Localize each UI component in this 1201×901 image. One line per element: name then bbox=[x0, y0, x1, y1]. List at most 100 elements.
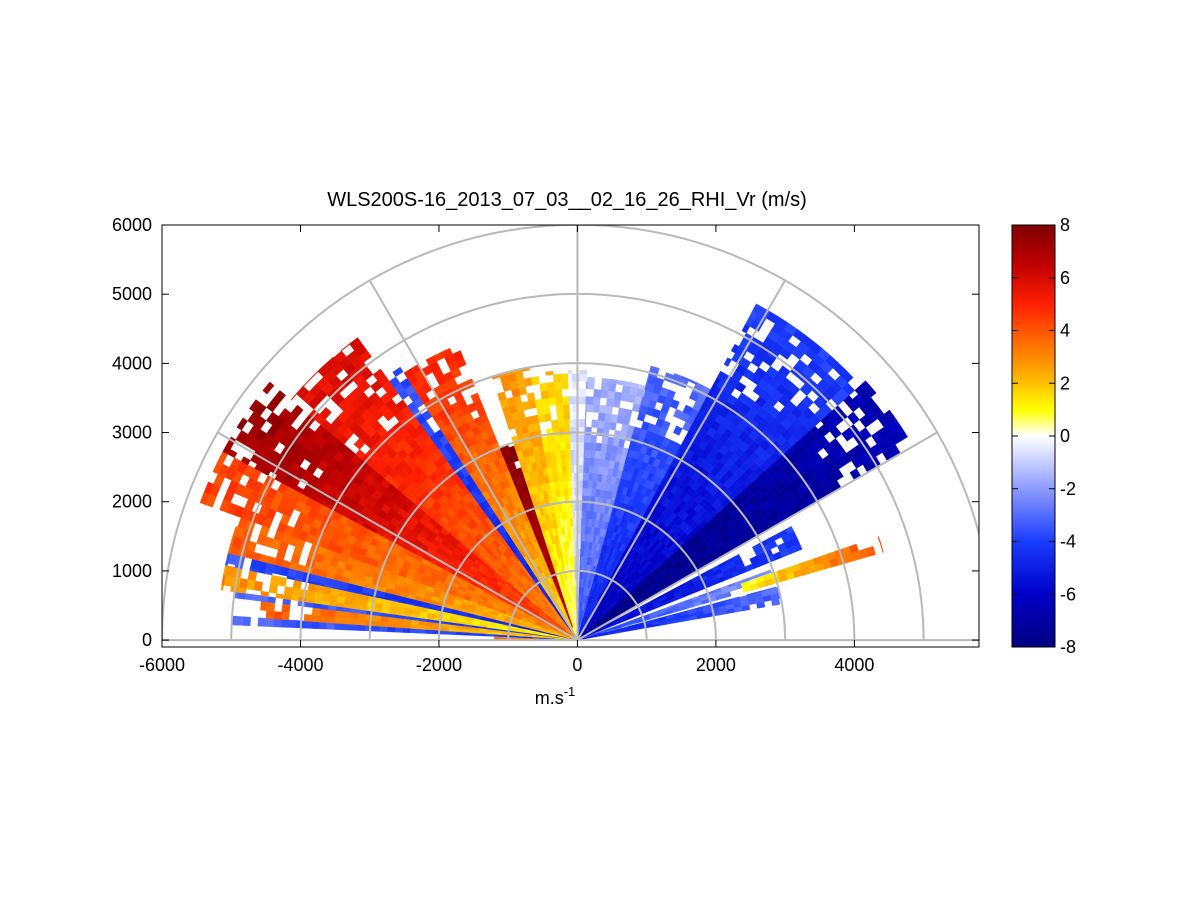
velocity-cell bbox=[582, 472, 585, 481]
velocity-cell bbox=[604, 413, 612, 422]
velocity-cell bbox=[590, 434, 597, 444]
x-axis-label-exponent: -1 bbox=[564, 684, 576, 699]
velocity-cell bbox=[526, 392, 536, 402]
velocity-cell bbox=[583, 480, 589, 489]
velocity-cell bbox=[448, 627, 457, 632]
velocity-cell bbox=[349, 618, 358, 625]
velocity-cell bbox=[569, 419, 574, 428]
x-tick-label: -2000 bbox=[416, 655, 462, 675]
velocity-cell bbox=[541, 436, 549, 446]
velocity-cell bbox=[582, 487, 584, 496]
velocity-cell bbox=[574, 556, 577, 565]
velocity-cell bbox=[311, 607, 321, 616]
velocity-cell bbox=[584, 419, 587, 428]
velocity-cell bbox=[260, 590, 270, 597]
velocity-cell bbox=[303, 614, 313, 622]
velocity-cell bbox=[578, 388, 587, 397]
velocity-cell bbox=[580, 548, 582, 557]
velocity-cell bbox=[585, 403, 587, 412]
velocity-cell bbox=[601, 435, 609, 445]
velocity-cell bbox=[407, 401, 418, 413]
velocity-cell bbox=[306, 590, 316, 600]
velocity-cell bbox=[425, 625, 434, 631]
velocity-cell bbox=[597, 412, 606, 422]
velocity-cell bbox=[603, 420, 611, 430]
velocity-cell bbox=[566, 464, 572, 474]
velocity-cell bbox=[565, 449, 572, 458]
velocity-cell bbox=[275, 593, 285, 599]
velocity-cell bbox=[328, 594, 338, 604]
velocity-cell bbox=[585, 503, 591, 512]
velocity-cell bbox=[463, 629, 472, 633]
velocity-cell bbox=[248, 399, 261, 413]
velocity-cell bbox=[578, 419, 586, 428]
velocity-cell bbox=[288, 619, 297, 628]
velocity-cell bbox=[556, 411, 564, 421]
velocity-cell bbox=[578, 396, 587, 405]
velocity-cell bbox=[612, 398, 621, 408]
velocity-cell bbox=[348, 623, 358, 631]
velocity-cell bbox=[568, 396, 573, 405]
velocity-cell bbox=[579, 369, 588, 374]
velocity-cell bbox=[577, 533, 582, 542]
x-tick-label: 2000 bbox=[696, 655, 736, 675]
velocity-cell bbox=[268, 583, 279, 594]
velocity-cell bbox=[564, 441, 571, 451]
velocity-cell bbox=[606, 390, 616, 400]
velocity-cell bbox=[254, 463, 265, 473]
y-tick-label: 1000 bbox=[112, 561, 152, 581]
y-tick-label: 6000 bbox=[112, 215, 152, 235]
velocity-cell bbox=[303, 620, 312, 629]
velocity-cell bbox=[249, 567, 258, 573]
velocity-cell bbox=[587, 480, 593, 489]
velocity-cell bbox=[584, 441, 591, 451]
velocity-cell bbox=[321, 593, 331, 602]
velocity-cell bbox=[594, 450, 601, 459]
velocity-cell bbox=[591, 419, 599, 428]
velocity-cell bbox=[537, 413, 546, 423]
velocity-cell bbox=[262, 381, 275, 395]
velocity-cell bbox=[572, 502, 575, 511]
velocity-cell bbox=[554, 389, 563, 398]
y-tick-label: 4000 bbox=[112, 353, 152, 373]
velocity-cell bbox=[567, 369, 573, 374]
velocity-cell bbox=[578, 472, 584, 481]
velocity-cell bbox=[552, 435, 560, 444]
velocity-cell bbox=[567, 373, 573, 382]
velocity-cell bbox=[326, 616, 336, 624]
colorbar-tick-label: -2 bbox=[1060, 479, 1076, 499]
velocity-cell bbox=[319, 608, 329, 617]
colorbar-tick-label: -8 bbox=[1060, 637, 1076, 657]
velocity-cell bbox=[286, 576, 295, 581]
velocity-cell bbox=[571, 472, 575, 481]
velocity-cell bbox=[545, 459, 553, 468]
velocity-cell bbox=[583, 464, 585, 473]
velocity-cell bbox=[280, 611, 290, 621]
velocity-cell bbox=[597, 419, 605, 429]
velocity-cell bbox=[578, 510, 583, 519]
velocity-cell bbox=[578, 518, 582, 527]
velocity-cell bbox=[584, 449, 591, 458]
velocity-cell bbox=[410, 624, 419, 630]
velocity-cell bbox=[394, 627, 403, 633]
velocity-cell bbox=[570, 434, 574, 443]
x-tick-label: 4000 bbox=[834, 655, 874, 675]
velocity-cell bbox=[581, 510, 583, 519]
velocity-cell bbox=[582, 487, 588, 496]
velocity-cell bbox=[240, 456, 251, 466]
velocity-cell bbox=[573, 533, 576, 542]
velocity-cell bbox=[371, 625, 381, 632]
velocity-cell bbox=[583, 472, 589, 481]
y-tick-label: 3000 bbox=[112, 423, 152, 443]
x-axis-label-base: m.s bbox=[535, 688, 564, 708]
velocity-cell bbox=[389, 376, 401, 388]
velocity-cell bbox=[311, 614, 320, 623]
velocity-cell bbox=[605, 405, 613, 415]
velocity-cell bbox=[561, 396, 570, 405]
velocity-cell bbox=[578, 457, 585, 466]
y-tick-label: 0 bbox=[142, 630, 152, 650]
velocity-cell bbox=[349, 612, 359, 620]
velocity-cell bbox=[545, 370, 554, 376]
velocity-cell bbox=[582, 502, 587, 512]
velocity-cell bbox=[557, 419, 565, 428]
